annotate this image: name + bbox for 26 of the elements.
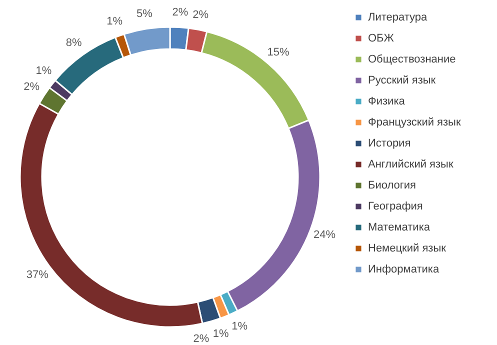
legend-label: Литература	[368, 12, 428, 24]
data-label: 2%	[192, 8, 209, 21]
legend-label: Немецкий язык	[368, 242, 446, 254]
data-label: 2%	[172, 6, 188, 18]
legend-label: Английский язык	[368, 158, 454, 170]
data-label: 1%	[106, 16, 123, 28]
data-label: 37%	[26, 269, 49, 282]
legend-label: История	[368, 138, 411, 150]
legend-label: Физика	[368, 96, 406, 108]
data-label: 24%	[314, 228, 336, 241]
data-label: 2%	[193, 333, 210, 345]
legend-label: География	[368, 200, 423, 212]
legend-label: Биология	[368, 180, 416, 192]
data-label: 1%	[212, 328, 230, 340]
data-label: 1%	[232, 320, 248, 333]
data-label: 8%	[66, 36, 82, 49]
legend-label: Информатика	[368, 264, 440, 276]
legend-label: Математика	[368, 222, 431, 234]
data-label: 2%	[24, 81, 40, 94]
legend-label: Русский язык	[368, 74, 436, 86]
legend-label: ОБЖ	[368, 32, 394, 44]
data-label: 1%	[36, 64, 52, 77]
data-label: 5%	[136, 8, 153, 20]
data-label: 15%	[267, 46, 290, 58]
legend-label: Французский язык	[368, 116, 461, 128]
legend-label: Обществознание	[368, 54, 456, 66]
